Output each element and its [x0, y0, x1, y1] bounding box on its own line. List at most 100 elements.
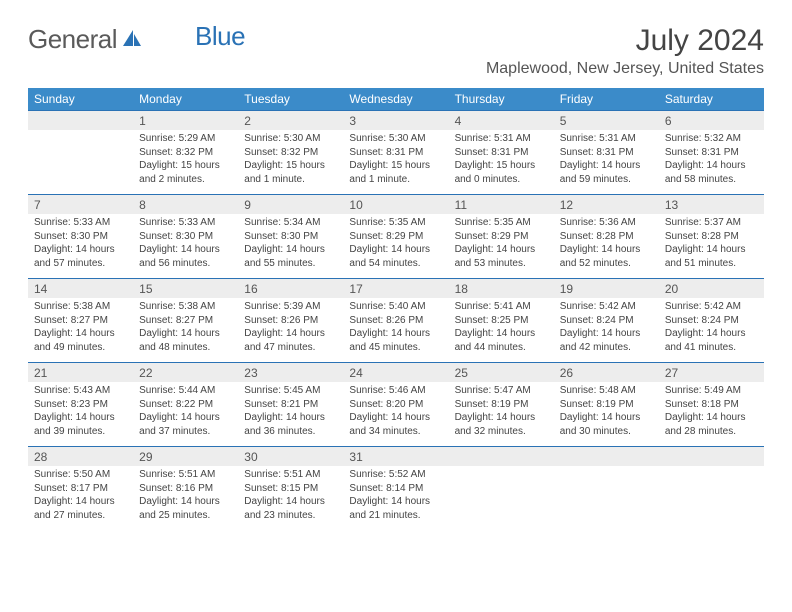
day-number-cell: 7 — [28, 195, 133, 215]
sunrise-line: Sunrise: 5:30 AM — [244, 133, 320, 144]
sunset-line: Sunset: 8:29 PM — [349, 231, 423, 242]
day-detail-cell: Sunrise: 5:30 AMSunset: 8:32 PMDaylight:… — [238, 130, 343, 195]
sunset-line: Sunset: 8:24 PM — [665, 315, 739, 326]
day-number-cell: 13 — [659, 195, 764, 215]
calendar-table: SundayMondayTuesdayWednesdayThursdayFrid… — [28, 88, 764, 530]
day-detail-row: Sunrise: 5:50 AMSunset: 8:17 PMDaylight:… — [28, 466, 764, 530]
daylight-line: Daylight: 15 hours and 0 minutes. — [455, 160, 536, 185]
day-number-cell — [659, 447, 764, 467]
weekday-header: Friday — [554, 88, 659, 111]
day-number-row: 14151617181920 — [28, 279, 764, 299]
sunrise-line: Sunrise: 5:30 AM — [349, 133, 425, 144]
day-number-cell: 9 — [238, 195, 343, 215]
day-number-cell: 14 — [28, 279, 133, 299]
daylight-line: Daylight: 14 hours and 39 minutes. — [34, 412, 115, 437]
daylight-line: Daylight: 14 hours and 27 minutes. — [34, 496, 115, 521]
sunset-line: Sunset: 8:28 PM — [560, 231, 634, 242]
daylight-line: Daylight: 14 hours and 48 minutes. — [139, 328, 220, 353]
day-number-cell: 2 — [238, 111, 343, 131]
sunset-line: Sunset: 8:26 PM — [349, 315, 423, 326]
daylight-line: Daylight: 14 hours and 23 minutes. — [244, 496, 325, 521]
day-number-cell: 27 — [659, 363, 764, 383]
day-detail-cell: Sunrise: 5:36 AM Sunset: 8:28 PM Daylight:… — [554, 214, 659, 279]
sunset-line: Sunset: 8:20 PM — [349, 399, 423, 410]
day-detail-cell: Sunrise: 5:49 AM Sunset: 8:18 PM Daylight:… — [659, 382, 764, 447]
day-detail-cell — [28, 130, 133, 195]
day-detail-cell: Sunrise: 5:33 AMSunset: 8:30 PMDaylight:… — [28, 214, 133, 279]
day-detail-cell: Sunrise: 5:31 AM Sunset: 8:31 PM Daylight:… — [449, 130, 554, 195]
sunset-line: Sunset: 8:31 PM — [560, 147, 634, 158]
sunrise-line: Sunrise: 5:49 AM — [665, 385, 741, 396]
daylight-line: Daylight: 14 hours and 53 minutes. — [455, 244, 536, 269]
day-detail-row: Sunrise: 5:33 AMSunset: 8:30 PMDaylight:… — [28, 214, 764, 279]
sunrise-line: Sunrise: 5:51 AM — [139, 469, 215, 480]
day-number-cell: 25 — [449, 363, 554, 383]
month-title: July 2024 — [486, 24, 764, 58]
sunset-line: Sunset: 8:26 PM — [244, 315, 318, 326]
sunset-line: Sunset: 8:25 PM — [455, 315, 529, 326]
day-number-cell: 11 — [449, 195, 554, 215]
day-number-cell: 23 — [238, 363, 343, 383]
day-detail-cell: Sunrise: 5:51 AMSunset: 8:16 PMDaylight:… — [133, 466, 238, 530]
location-subtitle: Maplewood, New Jersey, United States — [486, 60, 764, 78]
sunset-line: Sunset: 8:31 PM — [349, 147, 423, 158]
sunset-line: Sunset: 8:30 PM — [139, 231, 213, 242]
day-number-cell: 30 — [238, 447, 343, 467]
day-detail-cell — [659, 466, 764, 530]
sunset-line: Sunset: 8:31 PM — [455, 147, 529, 158]
sunset-line: Sunset: 8:32 PM — [244, 147, 318, 158]
day-number-cell: 4 — [449, 111, 554, 131]
day-number-cell: 21 — [28, 363, 133, 383]
daylight-line: Daylight: 14 hours and 54 minutes. — [349, 244, 430, 269]
sunrise-line: Sunrise: 5:46 AM — [349, 385, 425, 396]
daylight-line: Daylight: 14 hours and 32 minutes. — [455, 412, 536, 437]
sunrise-line: Sunrise: 5:38 AM — [34, 301, 110, 312]
sunset-line: Sunset: 8:32 PM — [139, 147, 213, 158]
sunset-line: Sunset: 8:27 PM — [139, 315, 213, 326]
day-detail-cell: Sunrise: 5:33 AMSunset: 8:30 PMDaylight:… — [133, 214, 238, 279]
day-detail-row: Sunrise: 5:29 AMSunset: 8:32 PMDaylight:… — [28, 130, 764, 195]
sunset-line: Sunset: 8:30 PM — [244, 231, 318, 242]
day-detail-cell: Sunrise: 5:44 AMSunset: 8:22 PMDaylight:… — [133, 382, 238, 447]
sunset-line: Sunset: 8:31 PM — [665, 147, 739, 158]
sunrise-line: Sunrise: 5:35 AM — [349, 217, 425, 228]
daylight-line: Daylight: 15 hours and 1 minute. — [349, 160, 430, 185]
weekday-header: Sunday — [28, 88, 133, 111]
daylight-line: Daylight: 14 hours and 52 minutes. — [560, 244, 641, 269]
sunset-line: Sunset: 8:30 PM — [34, 231, 108, 242]
sunset-line: Sunset: 8:23 PM — [34, 399, 108, 410]
day-detail-cell: Sunrise: 5:38 AMSunset: 8:27 PMDaylight:… — [133, 298, 238, 363]
sunrise-line: Sunrise: 5:37 AM — [665, 217, 741, 228]
sunrise-line: Sunrise: 5:32 AM — [665, 133, 741, 144]
daylight-line: Daylight: 14 hours and 42 minutes. — [560, 328, 641, 353]
daylight-line: Daylight: 14 hours and 51 minutes. — [665, 244, 746, 269]
sunset-line: Sunset: 8:15 PM — [244, 483, 318, 494]
daylight-line: Daylight: 14 hours and 58 minutes. — [665, 160, 746, 185]
sunrise-line: Sunrise: 5:31 AM — [455, 133, 531, 144]
day-detail-cell: Sunrise: 5:50 AMSunset: 8:17 PMDaylight:… — [28, 466, 133, 530]
daylight-line: Daylight: 14 hours and 28 minutes. — [665, 412, 746, 437]
sunrise-line: Sunrise: 5:40 AM — [349, 301, 425, 312]
sunrise-line: Sunrise: 5:42 AM — [665, 301, 741, 312]
day-number-cell: 1 — [133, 111, 238, 131]
daylight-line: Daylight: 14 hours and 56 minutes. — [139, 244, 220, 269]
sunset-line: Sunset: 8:28 PM — [665, 231, 739, 242]
day-number-cell: 24 — [343, 363, 448, 383]
daylight-line: Daylight: 14 hours and 49 minutes. — [34, 328, 115, 353]
calendar-body: 123456Sunrise: 5:29 AMSunset: 8:32 PMDay… — [28, 111, 764, 531]
day-number-cell: 20 — [659, 279, 764, 299]
daylight-line: Daylight: 14 hours and 44 minutes. — [455, 328, 536, 353]
sunrise-line: Sunrise: 5:52 AM — [349, 469, 425, 480]
day-number-row: 78910111213 — [28, 195, 764, 215]
day-detail-cell: Sunrise: 5:41 AMSunset: 8:25 PMDaylight:… — [449, 298, 554, 363]
sunrise-line: Sunrise: 5:36 AM — [560, 217, 636, 228]
sunrise-line: Sunrise: 5:47 AM — [455, 385, 531, 396]
daylight-line: Daylight: 15 hours and 2 minutes. — [139, 160, 220, 185]
day-detail-cell: Sunrise: 5:48 AMSunset: 8:19 PMDaylight:… — [554, 382, 659, 447]
day-detail-cell: Sunrise: 5:38 AMSunset: 8:27 PMDaylight:… — [28, 298, 133, 363]
day-detail-cell: Sunrise: 5:30 AM Sunset: 8:31 PM Daylight:… — [343, 130, 448, 195]
sunset-line: Sunset: 8:18 PM — [665, 399, 739, 410]
day-detail-cell: Sunrise: 5:45 AMSunset: 8:21 PMDaylight:… — [238, 382, 343, 447]
sunrise-line: Sunrise: 5:34 AM — [244, 217, 320, 228]
weekday-header-row: SundayMondayTuesdayWednesdayThursdayFrid… — [28, 88, 764, 111]
